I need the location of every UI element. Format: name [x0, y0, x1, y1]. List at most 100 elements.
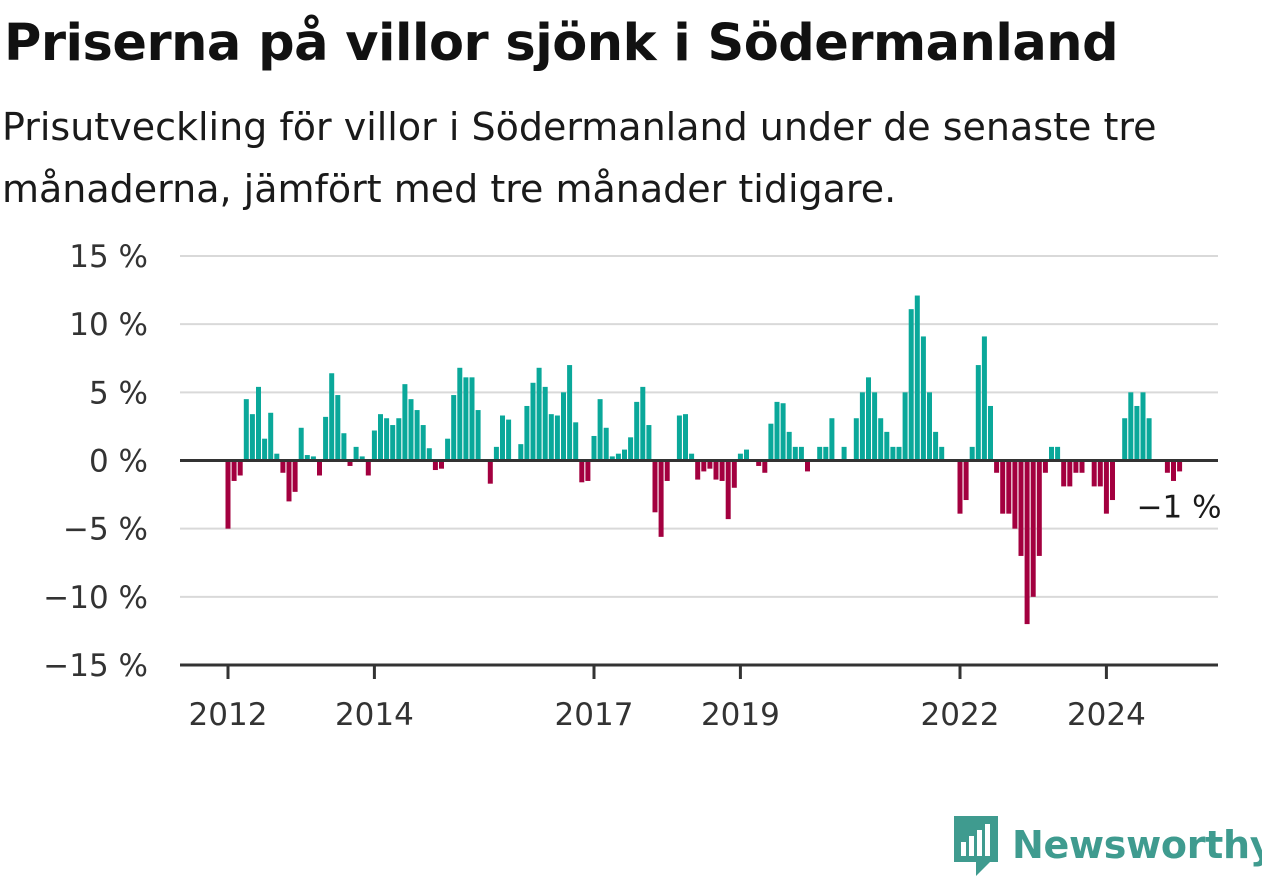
- bar: [841, 446, 847, 461]
- bar: [792, 446, 798, 461]
- bar: [542, 386, 548, 461]
- bar: [518, 444, 524, 461]
- bar: [256, 386, 261, 461]
- bar: [323, 416, 329, 461]
- bar: [268, 412, 274, 461]
- bar: [445, 438, 451, 461]
- bar: [890, 446, 896, 461]
- bar: [506, 419, 512, 461]
- bar: [774, 401, 780, 461]
- bar: [725, 460, 731, 520]
- bar: [378, 414, 383, 461]
- bar: [1140, 392, 1146, 461]
- bar: [1036, 460, 1042, 556]
- bar: [902, 392, 908, 461]
- last-value-label: −1 %: [1137, 489, 1222, 525]
- bar: [981, 336, 987, 461]
- bar: [823, 446, 829, 461]
- bar: [414, 410, 420, 461]
- bar: [713, 460, 719, 480]
- bar: [1177, 460, 1183, 472]
- bar: [853, 418, 859, 461]
- grid-lines: [180, 255, 1218, 598]
- bar: [896, 446, 902, 461]
- bar: [707, 460, 713, 469]
- bar: [1000, 460, 1006, 514]
- bar: [731, 460, 737, 488]
- bar: [884, 431, 890, 461]
- y-tick-label: 0 %: [89, 444, 148, 480]
- bar: [1042, 460, 1048, 473]
- bar: [798, 446, 804, 461]
- bar: [768, 423, 774, 461]
- bar: [786, 431, 792, 461]
- bar: [353, 446, 359, 461]
- y-tick-label: 10 %: [69, 307, 148, 343]
- bar: [1122, 418, 1128, 461]
- bar: [329, 373, 335, 461]
- bar: [603, 427, 609, 461]
- bar: [231, 460, 237, 481]
- y-tick-label: −5 %: [63, 512, 148, 548]
- bar: [719, 460, 725, 481]
- axes: [180, 459, 1218, 667]
- bar: [676, 415, 682, 461]
- x-tick-label: 2017: [555, 697, 634, 733]
- bar: [646, 425, 652, 461]
- x-tick-label: 2022: [921, 697, 1000, 733]
- bar: [615, 453, 621, 461]
- bar: [609, 456, 615, 461]
- bar: [1018, 460, 1024, 556]
- bar: [994, 460, 1000, 473]
- bar: [298, 427, 304, 461]
- bar: [927, 392, 932, 461]
- bar: [402, 384, 408, 461]
- bar: [878, 418, 884, 461]
- bar: [695, 460, 701, 480]
- bar: [756, 460, 762, 466]
- bar: [439, 460, 444, 469]
- bar: [652, 460, 658, 513]
- bar: [304, 455, 310, 461]
- bar: [536, 367, 542, 461]
- x-tick-label: 2014: [335, 697, 414, 733]
- bar-chart: 15 %10 %5 %0 %−5 %−10 %−15 % 2012 2014 201…: [43, 239, 1222, 733]
- bar: [859, 392, 865, 461]
- bar: [408, 399, 414, 461]
- bar: [341, 433, 347, 461]
- bar: [347, 460, 353, 466]
- bar: [737, 453, 743, 461]
- y-tick-label: −10 %: [43, 580, 148, 616]
- bar: [237, 460, 243, 476]
- bar: [359, 456, 365, 461]
- bar: [384, 418, 390, 461]
- bar: [975, 365, 981, 461]
- bar: [908, 309, 914, 461]
- bar: [365, 460, 371, 476]
- bar: [939, 446, 945, 461]
- bar: [933, 431, 939, 461]
- bar: [225, 460, 231, 529]
- bar: [628, 437, 634, 461]
- bar: [573, 422, 579, 461]
- bar: [286, 460, 292, 502]
- bar: [805, 460, 810, 472]
- bar: [780, 403, 786, 461]
- bar: [1128, 392, 1134, 461]
- bar: [817, 446, 823, 461]
- bar: [597, 399, 603, 461]
- bar: [634, 401, 640, 461]
- bar: [829, 418, 835, 461]
- bar: [1079, 460, 1085, 473]
- bar: [1055, 446, 1061, 461]
- bar: [1103, 460, 1109, 514]
- bar: [310, 456, 316, 461]
- bar: [914, 295, 920, 461]
- bar: [957, 460, 963, 514]
- bar: [274, 453, 280, 461]
- bar: [762, 460, 768, 473]
- y-tick-label: 15 %: [69, 239, 148, 275]
- bar: [872, 392, 878, 461]
- y-tick-label: 5 %: [89, 375, 148, 411]
- bar: [1091, 460, 1097, 487]
